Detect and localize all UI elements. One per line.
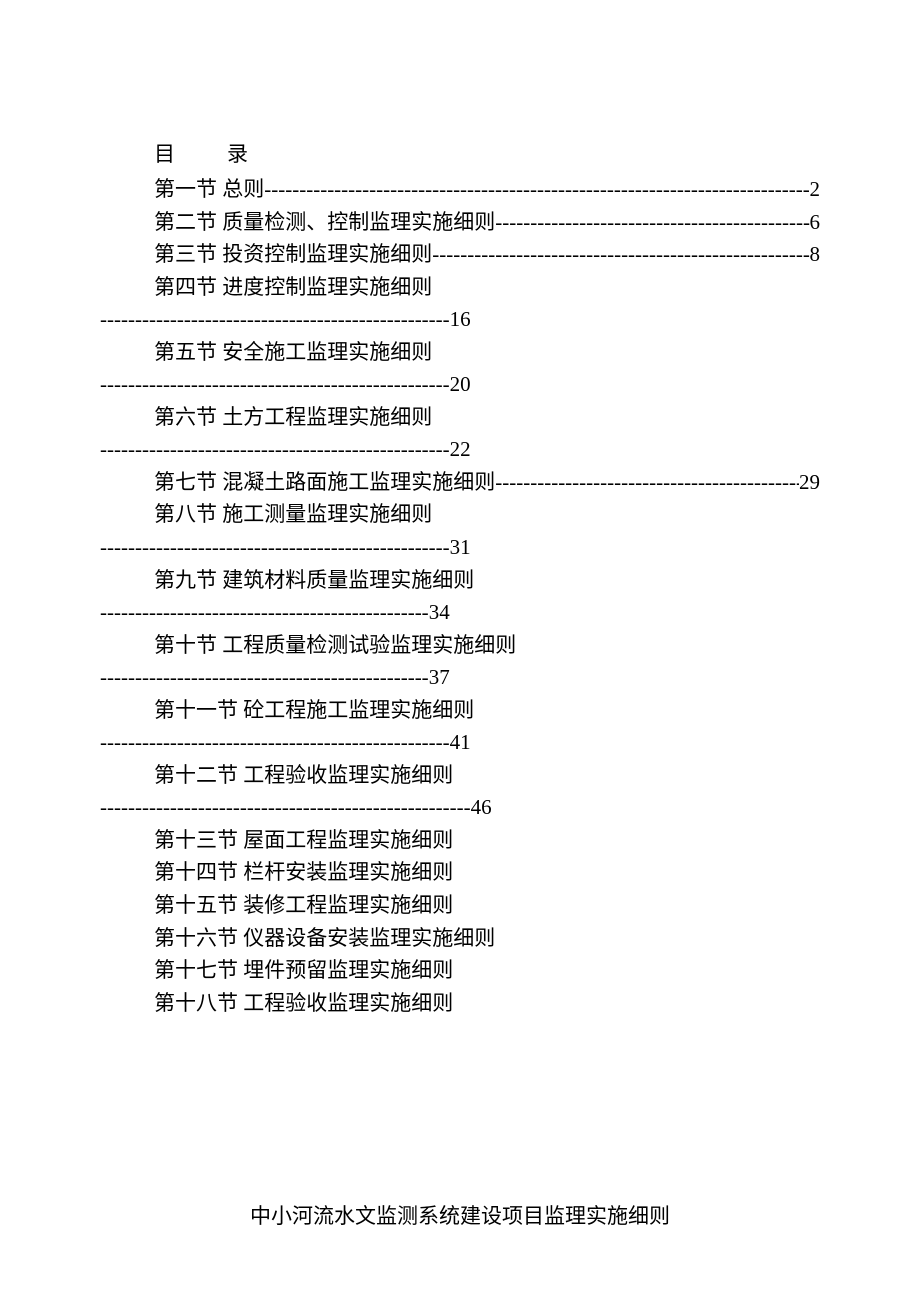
toc-entry-title: 安全施工监理实施细则 [222, 340, 432, 364]
toc-dashes: ----------------------------------------… [432, 238, 809, 271]
toc-entry-label: 第二节 质量检测、控制监理实施细则 [154, 206, 495, 239]
toc-page-number: 37 [429, 661, 450, 694]
toc-dashes: ----------------------------------------… [495, 206, 809, 239]
toc-dashes: ----------------------------------------… [100, 368, 450, 401]
toc-entry-continuation: ----------------------------------------… [100, 661, 820, 694]
toc-entry-continuation: ----------------------------------------… [100, 531, 820, 564]
toc-entry-title: 工程验收监理实施细则 [243, 991, 453, 1015]
toc-entry: 第十三节 屋面工程监理实施细则 [100, 824, 820, 857]
toc-entry: 第十四节 栏杆安装监理实施细则 [100, 856, 820, 889]
toc-entry: 第五节 安全施工监理实施细则 [100, 336, 820, 369]
toc-section-label: 第十六节 [154, 926, 238, 950]
toc-dashes: ----------------------------------------… [100, 531, 450, 564]
toc-entry-title: 总则 [222, 177, 264, 201]
footer-title: 中小河流水文监测系统建设项目监理实施细则 [0, 1200, 920, 1230]
toc-section-label: 第三节 [154, 242, 217, 266]
toc-entry: 第十七节 埋件预留监理实施细则 [100, 954, 820, 987]
toc-page-number: 34 [429, 596, 450, 629]
toc-section-label: 第四节 [154, 275, 217, 299]
toc-entry: 第十五节 装修工程监理实施细则 [100, 889, 820, 922]
toc-entry-title: 砼工程施工监理实施细则 [243, 698, 474, 722]
toc-section-label: 第七节 [154, 470, 217, 494]
toc-dashes: ----------------------------------------… [100, 791, 471, 824]
toc-dashes: ----------------------------------------… [100, 596, 429, 629]
toc-entry-title: 混凝土路面施工监理实施细则 [222, 470, 495, 494]
toc-entry: 第二节 质量检测、控制监理实施细则-----------------------… [100, 206, 820, 239]
toc-page-number: 20 [450, 368, 471, 401]
toc-section-label: 第一节 [154, 177, 217, 201]
toc-entry-title: 建筑材料质量监理实施细则 [222, 568, 474, 592]
toc-entry-continuation: ----------------------------------------… [100, 726, 820, 759]
toc-entry-title: 屋面工程监理实施细则 [243, 828, 453, 852]
toc-page-number: 6 [810, 206, 821, 239]
toc-entry-label: 第一节 总则 [154, 173, 264, 206]
toc-page-number: 16 [450, 303, 471, 336]
toc-entry: 第十六节 仪器设备安装监理实施细则 [100, 922, 820, 955]
toc-entry-title: 进度控制监理实施细则 [222, 275, 432, 299]
heading-mu: 目 [154, 142, 177, 166]
toc-entry: 第六节 土方工程监理实施细则 [100, 401, 820, 434]
toc-container: 第一节 总则----------------------------------… [100, 173, 820, 1019]
toc-section-label: 第十节 [154, 633, 217, 657]
toc-entry-continuation: ----------------------------------------… [100, 791, 820, 824]
toc-entry-continuation: ----------------------------------------… [100, 303, 820, 336]
toc-entry-title: 仪器设备安装监理实施细则 [243, 926, 495, 950]
toc-page-number: 8 [810, 238, 821, 271]
toc-dashes: ----------------------------------------… [100, 433, 450, 466]
toc-entry-title: 工程验收监理实施细则 [243, 763, 453, 787]
toc-dashes: ----------------------------------------… [100, 726, 450, 759]
toc-section-label: 第九节 [154, 568, 217, 592]
toc-section-label: 第十四节 [154, 860, 238, 884]
toc-entry-continuation: ----------------------------------------… [100, 433, 820, 466]
toc-entry-title: 投资控制监理实施细则 [222, 242, 432, 266]
toc-entry-title: 栏杆安装监理实施细则 [243, 860, 453, 884]
toc-entry-continuation: ----------------------------------------… [100, 368, 820, 401]
toc-section-label: 第二节 [154, 210, 217, 234]
toc-section-label: 第五节 [154, 340, 217, 364]
heading-lu: 录 [227, 142, 250, 166]
toc-heading: 目录 [100, 138, 820, 168]
toc-dashes: ----------------------------------------… [495, 466, 799, 499]
toc-section-label: 第十五节 [154, 893, 238, 917]
toc-entry: 第九节 建筑材料质量监理实施细则 [100, 564, 820, 597]
toc-entry: 第十二节 工程验收监理实施细则 [100, 759, 820, 792]
toc-section-label: 第八节 [154, 502, 217, 526]
toc-entry: 第三节 投资控制监理实施细则--------------------------… [100, 238, 820, 271]
toc-entry-continuation: ----------------------------------------… [100, 596, 820, 629]
toc-page-number: 31 [450, 531, 471, 564]
toc-section-label: 第十一节 [154, 698, 238, 722]
toc-entry: 第四节 进度控制监理实施细则 [100, 271, 820, 304]
toc-entry-title: 装修工程监理实施细则 [243, 893, 453, 917]
toc-page-number: 2 [810, 173, 821, 206]
toc-section-label: 第十三节 [154, 828, 238, 852]
toc-page-number: 22 [450, 433, 471, 466]
toc-entry-title: 工程质量检测试验监理实施细则 [222, 633, 516, 657]
toc-page-number: 46 [471, 791, 492, 824]
document-page: 目录 第一节 总则-------------------------------… [0, 0, 920, 1019]
toc-entry: 第七节 混凝土路面施工监理实施细则-----------------------… [100, 466, 820, 499]
toc-page-number: 29 [799, 466, 820, 499]
toc-entry: 第八节 施工测量监理实施细则 [100, 498, 820, 531]
toc-dashes: ----------------------------------------… [100, 303, 450, 336]
toc-entry: 第十节 工程质量检测试验监理实施细则 [100, 629, 820, 662]
toc-entry: 第十八节 工程验收监理实施细则 [100, 987, 820, 1020]
toc-entry-title: 土方工程监理实施细则 [222, 405, 432, 429]
toc-section-label: 第十七节 [154, 958, 238, 982]
toc-dashes: ----------------------------------------… [100, 661, 429, 694]
toc-page-number: 41 [450, 726, 471, 759]
toc-entry-label: 第七节 混凝土路面施工监理实施细则 [154, 466, 495, 499]
toc-entry: 第一节 总则----------------------------------… [100, 173, 820, 206]
toc-section-label: 第十二节 [154, 763, 238, 787]
toc-entry-title: 施工测量监理实施细则 [222, 502, 432, 526]
toc-section-label: 第十八节 [154, 991, 238, 1015]
toc-section-label: 第六节 [154, 405, 217, 429]
toc-entry-label: 第三节 投资控制监理实施细则 [154, 238, 432, 271]
toc-entry: 第十一节 砼工程施工监理实施细则 [100, 694, 820, 727]
toc-dashes: ----------------------------------------… [264, 173, 809, 206]
toc-entry-title: 埋件预留监理实施细则 [243, 958, 453, 982]
toc-entry-title: 质量检测、控制监理实施细则 [222, 210, 495, 234]
